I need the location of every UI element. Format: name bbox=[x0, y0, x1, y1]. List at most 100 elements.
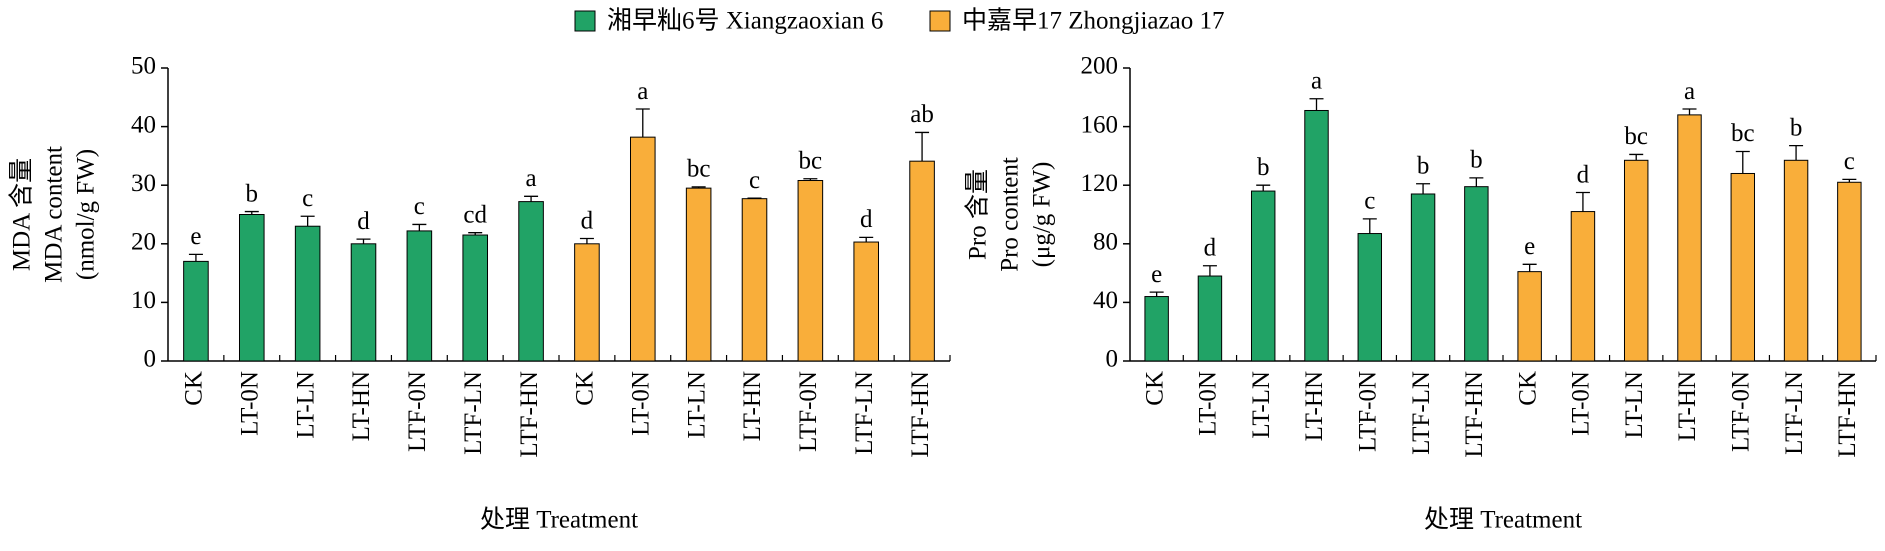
y-tick-label: 40 bbox=[1093, 287, 1118, 314]
error-bar bbox=[300, 215, 315, 227]
error-bar bbox=[188, 253, 203, 262]
y-tick-label: 80 bbox=[1093, 229, 1118, 256]
error-bar bbox=[803, 178, 818, 181]
bar bbox=[518, 201, 544, 362]
x-tick-label: LTF-HN bbox=[907, 371, 934, 458]
bar bbox=[1677, 114, 1702, 362]
error-bar bbox=[1469, 177, 1484, 187]
error-bar bbox=[915, 131, 930, 162]
x-tick-label: LTF-HN bbox=[1834, 371, 1861, 458]
significance-letter: c bbox=[1364, 188, 1375, 215]
error-bar bbox=[579, 237, 594, 244]
y-tick-label: 160 bbox=[1081, 111, 1119, 138]
significance-letter: ab bbox=[910, 101, 934, 128]
x-tick-label: LTF-LN bbox=[1781, 371, 1808, 455]
significance-letter: d bbox=[581, 207, 594, 234]
significance-letter: d bbox=[860, 206, 873, 233]
bar bbox=[909, 160, 935, 362]
y-axis-label: Pro content bbox=[997, 157, 1024, 272]
significance-letter: bc bbox=[1731, 120, 1755, 147]
x-tick-label: LTF-LN bbox=[460, 371, 487, 455]
x-tick-label: LT-0N bbox=[1568, 371, 1595, 436]
bar bbox=[1730, 172, 1756, 362]
significance-letter: cd bbox=[463, 201, 487, 228]
bar bbox=[741, 198, 768, 362]
y-tick-label: 200 bbox=[1081, 53, 1119, 80]
x-axis-label: 处理 Treatment bbox=[480, 506, 638, 534]
error-bar bbox=[1522, 263, 1537, 272]
significance-letter: bc bbox=[687, 156, 711, 183]
x-tick-label: CK bbox=[1141, 371, 1168, 406]
error-bar bbox=[412, 223, 427, 231]
significance-letter: d bbox=[357, 208, 370, 235]
error-bar bbox=[1575, 191, 1590, 212]
significance-letter: b bbox=[1790, 114, 1803, 141]
x-tick-label: LTF-LN bbox=[851, 371, 878, 455]
x-tick-label: LTF-0N bbox=[795, 371, 822, 452]
x-tick-label: LT-LN bbox=[1621, 371, 1648, 439]
error-bar bbox=[1789, 144, 1804, 161]
error-bar bbox=[635, 108, 650, 138]
bar bbox=[1144, 296, 1169, 362]
significance-letter: a bbox=[1684, 78, 1695, 105]
x-tick-label: LT-HN bbox=[348, 371, 375, 441]
bar bbox=[629, 136, 656, 362]
y-tick-label: 50 bbox=[131, 53, 156, 80]
significance-letter: e bbox=[1524, 233, 1535, 260]
bar bbox=[406, 230, 433, 362]
error-bar bbox=[1629, 153, 1644, 161]
y-axis-label: Pro 含量 bbox=[964, 169, 992, 260]
significance-letter: c bbox=[749, 167, 760, 194]
x-tick-label: LTF-0N bbox=[1728, 371, 1755, 452]
error-bar bbox=[524, 195, 539, 202]
x-tick-label: LT-HN bbox=[1301, 371, 1328, 441]
x-tick-label: LTF-HN bbox=[516, 371, 543, 458]
x-tick-label: LT-0N bbox=[237, 371, 264, 436]
bar bbox=[1357, 233, 1383, 362]
error-bar bbox=[1202, 265, 1217, 277]
bar bbox=[1304, 109, 1329, 362]
significance-letter: d bbox=[1577, 161, 1590, 188]
x-tick-label: CK bbox=[181, 371, 208, 406]
significance-letter: a bbox=[637, 78, 648, 105]
legend-label: 中嘉早17 Zhongjiazao 17 bbox=[962, 7, 1224, 35]
legend-label: 湘早籼6号 Xiangzaoxian 6 bbox=[607, 7, 883, 35]
y-tick-label: 0 bbox=[1106, 346, 1119, 373]
x-tick-label: LT-0N bbox=[1195, 371, 1222, 436]
significance-letter: b bbox=[1470, 147, 1483, 174]
x-axis-label: 处理 Treatment bbox=[1424, 506, 1582, 534]
y-tick-label: 30 bbox=[131, 170, 156, 197]
error-bar bbox=[468, 232, 483, 236]
x-tick-label: LT-LN bbox=[683, 371, 710, 439]
error-bar bbox=[1256, 184, 1271, 192]
y-axis-label: MDA 含量 bbox=[8, 158, 36, 271]
error-bar bbox=[691, 186, 706, 189]
bar bbox=[294, 225, 321, 362]
significance-letter: a bbox=[526, 165, 537, 192]
x-tick-label: CK bbox=[572, 371, 599, 406]
bar bbox=[350, 243, 377, 362]
x-tick-label: LT-LN bbox=[1248, 371, 1275, 439]
x-tick-label: CK bbox=[1514, 371, 1541, 406]
bar bbox=[1410, 193, 1436, 362]
legend-swatch bbox=[574, 10, 596, 32]
x-tick-label: LT-LN bbox=[292, 371, 319, 439]
error-bar bbox=[1735, 150, 1750, 174]
bar bbox=[1517, 271, 1542, 362]
x-tick-label: LT-HN bbox=[1674, 371, 1701, 441]
y-axis-label: MDA content bbox=[41, 146, 68, 283]
bar bbox=[574, 243, 600, 362]
x-tick-label: LTF-LN bbox=[1408, 371, 1435, 455]
significance-letter: c bbox=[1844, 148, 1855, 175]
y-tick-label: 0 bbox=[144, 346, 157, 373]
y-tick-label: 20 bbox=[131, 229, 156, 256]
legend-swatch bbox=[929, 10, 951, 32]
x-tick-label: LT-0N bbox=[628, 371, 655, 436]
y-tick-label: 40 bbox=[131, 111, 156, 138]
error-bar bbox=[1309, 98, 1324, 111]
y-axis-label: (μg/g FW) bbox=[1029, 162, 1056, 268]
significance-letter: b bbox=[1417, 152, 1430, 179]
error-bar bbox=[356, 238, 371, 244]
y-tick-label: 120 bbox=[1081, 170, 1119, 197]
x-tick-label: LTF-0N bbox=[1355, 371, 1382, 452]
